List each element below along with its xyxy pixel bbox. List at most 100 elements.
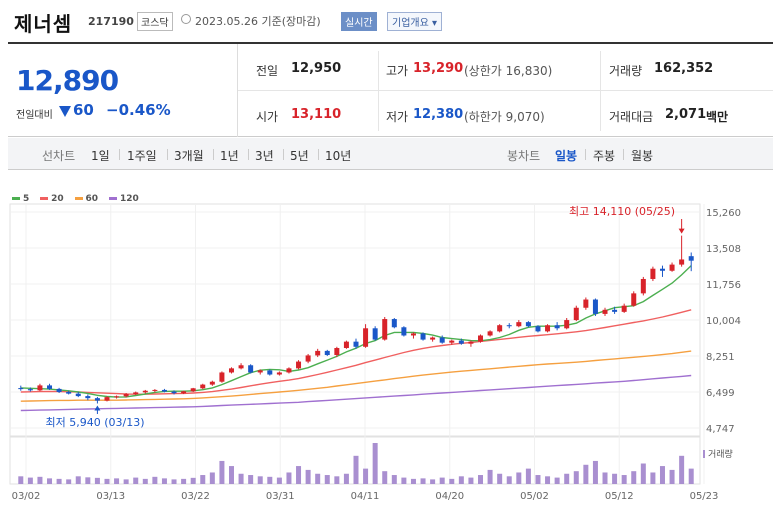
tab-10years[interactable]: 10년 (325, 149, 352, 163)
candle-body (305, 355, 311, 362)
volume-bar (458, 476, 464, 484)
volume-bar (545, 476, 551, 484)
candle-body (468, 341, 474, 344)
current-price: 12,890 (16, 64, 119, 97)
volume-bar (286, 472, 292, 484)
candle-body (257, 370, 263, 373)
candle-body (487, 331, 493, 336)
volume-bar (324, 475, 330, 484)
volume-bar (535, 475, 541, 484)
tab-divider (623, 149, 624, 160)
volume-bar (343, 473, 349, 484)
candle-body (181, 391, 187, 394)
volume-bar (267, 476, 273, 484)
volume-bar (650, 472, 656, 484)
volume-value: 162,352 (654, 61, 714, 76)
candle-body (478, 335, 484, 342)
volume-bar (47, 478, 53, 484)
base-date: 2023.05.26 기준(장마감) (195, 15, 321, 28)
candle-body (372, 328, 378, 340)
tab-monthly-candle[interactable]: 월봉 (631, 149, 654, 163)
candle-body (449, 340, 455, 343)
volume-bar (85, 477, 91, 484)
volume-bar (631, 471, 637, 484)
volume-bar (554, 477, 560, 484)
legend-ma5: 5 (12, 194, 29, 204)
y-tick-label: 6,499 (706, 388, 735, 399)
volume-bar (161, 478, 167, 484)
candle-body (228, 368, 234, 373)
candle-body (439, 337, 445, 343)
volume-bar (688, 468, 694, 484)
candle-body (363, 328, 369, 347)
candle-body (458, 340, 464, 344)
volume-bar (478, 475, 484, 484)
volume-bar (487, 469, 493, 484)
line-chart-label: 선차트 (42, 149, 76, 163)
candle-body (592, 299, 598, 314)
candle-body (391, 319, 397, 328)
volume-bar (219, 460, 225, 484)
tab-weekly-candle[interactable]: 주봉 (593, 149, 616, 163)
min-price-label: 최저 5,940 (03/13) (45, 416, 144, 429)
volume-bar (449, 478, 455, 484)
volume-label: 거래량 (609, 64, 643, 78)
x-tick-label: 05/02 (520, 491, 549, 502)
legend-ma120: 120 (108, 194, 139, 204)
compare-label: 전일대비 (16, 110, 53, 121)
candle-body (248, 365, 254, 373)
stock-chart[interactable]: 15,260 13,508 11,756 10,004 8,251 6,499 4,747 0… (0, 178, 773, 530)
candle-body (401, 327, 407, 336)
x-tick-label: 04/11 (351, 491, 380, 502)
candle-body (27, 389, 33, 391)
volume-bar (209, 472, 215, 484)
ma-legend: 5 20 60 120 (12, 194, 147, 204)
candle-body (123, 394, 129, 397)
tab-3months[interactable]: 3개월 (174, 149, 204, 163)
candle-body (315, 350, 321, 356)
volume-bar (56, 478, 62, 484)
volume-bar (142, 478, 148, 484)
volume-legend-mark (703, 450, 705, 458)
company-overview-dropdown[interactable]: 기업개요 ▾ (387, 12, 442, 31)
candle-body (554, 325, 560, 329)
volume-bar (123, 479, 129, 484)
tab-daily-candle[interactable]: 일봉 (555, 149, 578, 163)
ma5-line (20, 265, 692, 398)
change-percent: −0.46% (106, 101, 171, 119)
volume-bar (133, 477, 139, 484)
tab-5years[interactable]: 5년 (290, 149, 309, 163)
candle-body (161, 389, 167, 392)
tab-divider (585, 149, 586, 160)
candle-body (535, 326, 541, 332)
candle-body (506, 325, 512, 327)
volume-bar (612, 473, 618, 484)
volume-bar (248, 475, 254, 484)
y-tick-label: 13,508 (706, 244, 741, 255)
candle-body (640, 278, 646, 294)
tab-3years[interactable]: 3년 (255, 149, 274, 163)
high-label: 고가 (386, 64, 409, 78)
tab-1year[interactable]: 1년 (220, 149, 239, 163)
candle-body (545, 325, 551, 332)
candle-body (104, 397, 110, 401)
volume-bar (573, 471, 579, 484)
candle-body (659, 268, 665, 271)
volume-bar (401, 477, 407, 484)
chart-period-tabs: 선차트 1일 1주일 3개월 1년 3년 5년 10년 봉차트 일봉 주봉 월봉 (8, 138, 773, 170)
candle-body (430, 337, 436, 340)
tab-1day[interactable]: 1일 (91, 149, 110, 163)
candle-body (420, 333, 426, 340)
tab-1week[interactable]: 1주일 (127, 149, 157, 163)
candle-body (66, 391, 72, 394)
candle-body (152, 389, 158, 391)
candle-body (382, 319, 388, 340)
volume-bar (669, 469, 675, 484)
realtime-button[interactable]: 실시간 (341, 12, 377, 31)
stock-code: 217190 (88, 15, 134, 28)
volume-bar (305, 469, 311, 484)
volume-bar (592, 460, 598, 484)
max-price-label: 최고 14,110 (05/25) (569, 205, 675, 218)
max-arrow-icon (678, 228, 685, 234)
volume-bar (353, 455, 359, 484)
